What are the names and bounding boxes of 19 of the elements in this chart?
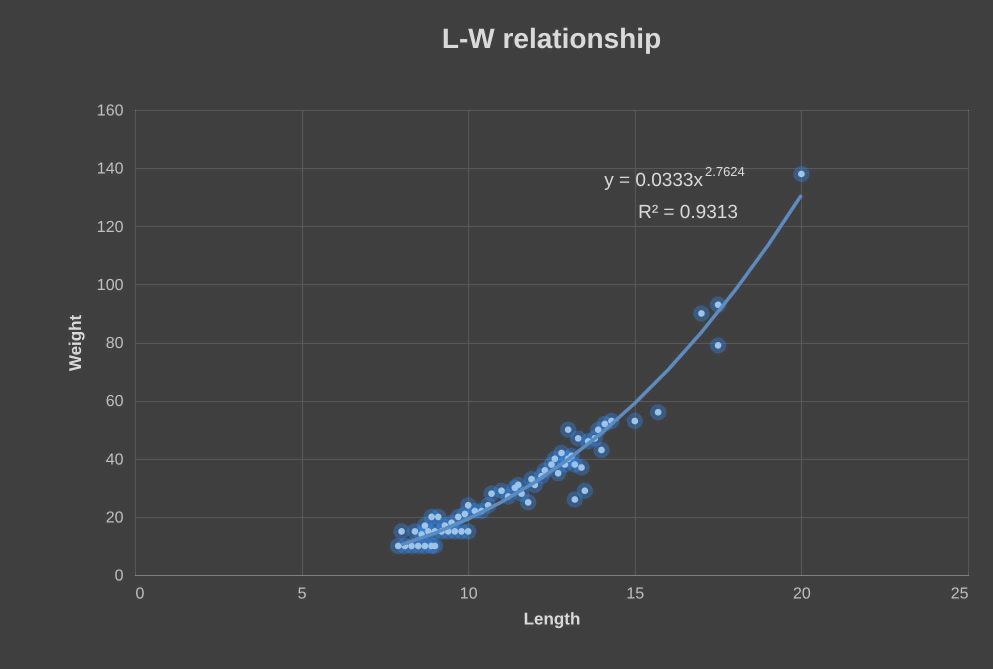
y-tick-label: 80 <box>106 335 124 352</box>
y-tick-label: 60 <box>106 393 124 410</box>
y-axis-title: Weight <box>66 314 85 372</box>
y-tick-label: 0 <box>114 568 124 584</box>
x-tick-label: 10 <box>460 586 478 602</box>
chart-title: L-W relationship <box>442 23 662 54</box>
x-tick-label: 20 <box>793 586 811 602</box>
y-tick-label: 100 <box>96 276 124 294</box>
x-tick-label: 5 <box>298 586 307 602</box>
x-tick-label: 0 <box>136 586 144 602</box>
x-axis-title: Length <box>524 610 580 628</box>
y-tick-label: 160 <box>96 102 124 120</box>
y-tick-label: 140 <box>96 160 124 178</box>
x-tick-label: 25 <box>950 586 969 602</box>
y-tick-label: 40 <box>106 451 124 468</box>
annotation: R² = 0.9313 <box>638 202 738 223</box>
y-tick-label: 20 <box>106 509 124 526</box>
y-tick-label: 120 <box>96 218 124 236</box>
x-tick-label: 15 <box>626 586 644 602</box>
